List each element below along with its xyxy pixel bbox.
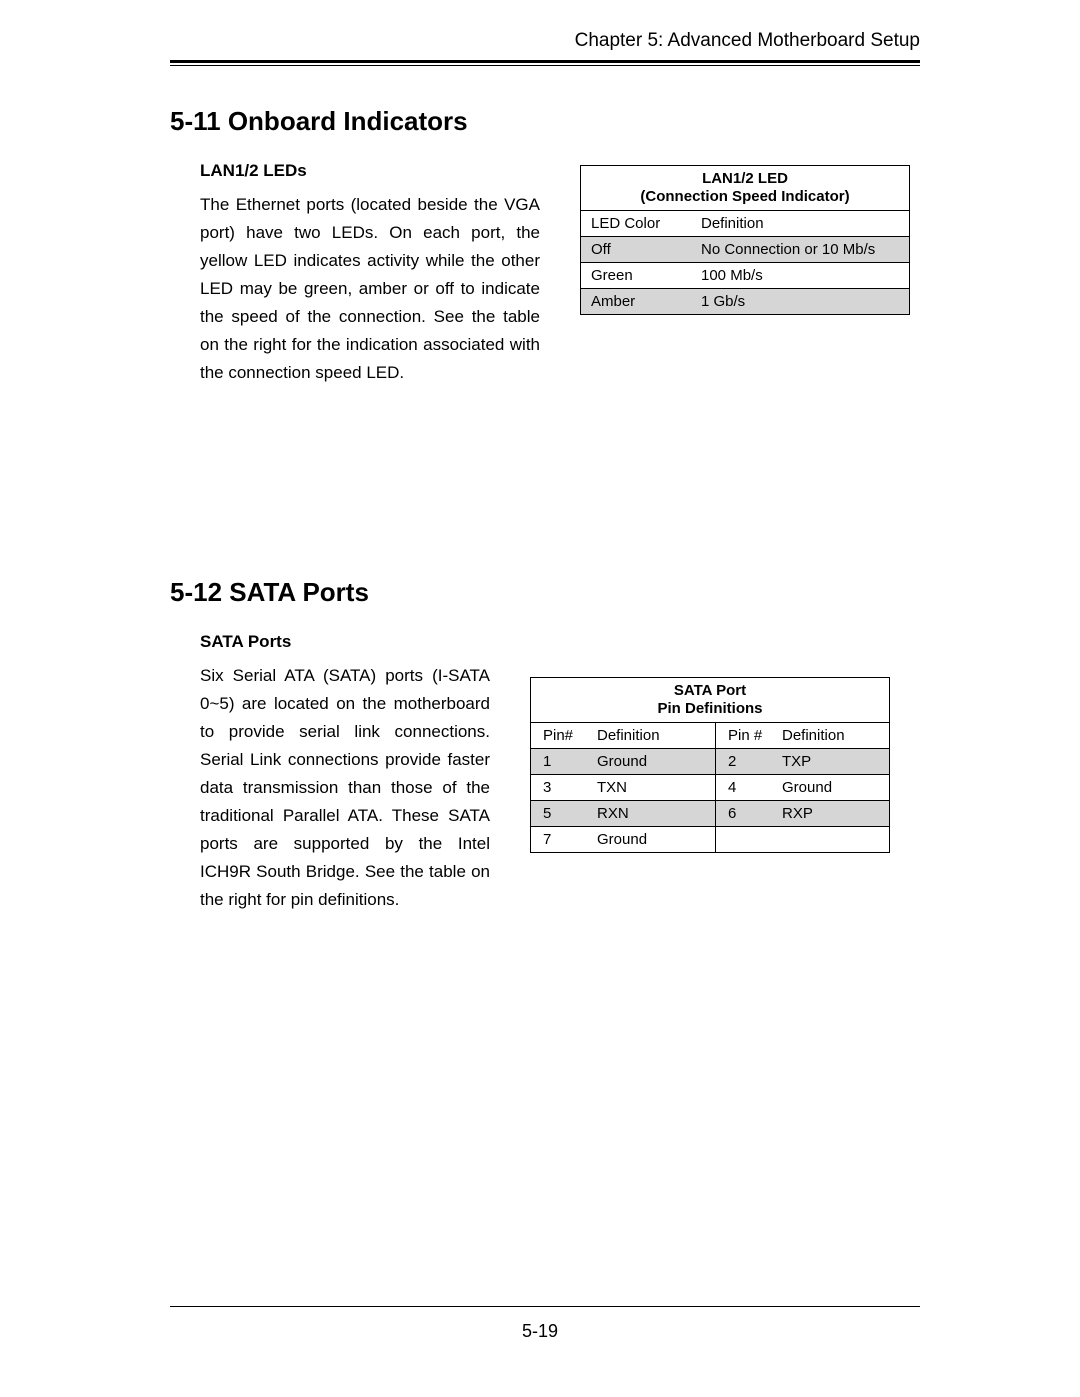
led-table-cell: 1 Gb/s [691, 289, 910, 315]
led-table-cell: No Connection or 10 Mb/s [691, 237, 910, 263]
sata-table-cell: 7 [531, 827, 590, 853]
sata-table-cell: 2 [716, 749, 775, 775]
sata-table-cell: RXN [589, 801, 716, 827]
sata-table-cell: 6 [716, 801, 775, 827]
sata-table-cell: 5 [531, 801, 590, 827]
sata-table: SATA Port Pin Definitions Pin# Definitio… [530, 677, 890, 853]
led-table-cell: Off [581, 237, 692, 263]
sata-table-h2: Definition [589, 723, 716, 749]
sata-table-cell: Ground [774, 775, 890, 801]
led-table-col2-header: Definition [691, 211, 910, 237]
sata-table-cell: 3 [531, 775, 590, 801]
sata-table-h3: Pin # [716, 723, 775, 749]
sata-table-h1: Pin# [531, 723, 590, 749]
sata-table-cell: Ground [589, 749, 716, 775]
sata-table-cell: TXP [774, 749, 890, 775]
led-table-cell: Amber [581, 289, 692, 315]
sub-heading-lan-leds: LAN1/2 LEDs [200, 161, 540, 181]
sata-table-title-line1: SATA Port [674, 682, 746, 699]
led-table-title: LAN1/2 LED (Connection Speed Indicator) [581, 166, 910, 211]
sata-table-title-line2: Pin Definitions [658, 700, 763, 717]
sata-table-cell: 4 [716, 775, 775, 801]
header-rule [170, 60, 920, 66]
led-table-cell: 100 Mb/s [691, 263, 910, 289]
sata-table-cell [716, 827, 775, 853]
page-number: 5-19 [0, 1321, 1080, 1342]
section-5-12-content: SATA Ports Six Serial ATA (SATA) ports (… [170, 632, 920, 914]
led-table-col1-header: LED Color [581, 211, 692, 237]
led-table: LAN1/2 LED (Connection Speed Indicator) … [580, 165, 910, 315]
body-text-lan-leds: The Ethernet ports (located beside the V… [200, 191, 540, 387]
led-table-title-line1: LAN1/2 LED [702, 170, 788, 187]
led-table-cell: Green [581, 263, 692, 289]
sub-heading-sata-ports: SATA Ports [200, 632, 490, 652]
led-table-title-line2: (Connection Speed Indicator) [640, 188, 849, 205]
sata-table-cell [774, 827, 890, 853]
sata-table-h4: Definition [774, 723, 890, 749]
sata-table-cell: TXN [589, 775, 716, 801]
chapter-header: Chapter 5: Advanced Motherboard Setup [170, 30, 920, 60]
sata-table-cell: RXP [774, 801, 890, 827]
body-text-sata-ports: Six Serial ATA (SATA) ports (I-SATA 0~5)… [200, 662, 490, 914]
sata-table-cell: Ground [589, 827, 716, 853]
sata-table-title: SATA Port Pin Definitions [531, 678, 890, 723]
footer-rule [170, 1306, 920, 1307]
section-heading-5-11: 5-11 Onboard Indicators [170, 106, 920, 137]
section-5-11-content: LAN1/2 LEDs The Ethernet ports (located … [170, 161, 920, 387]
section-heading-5-12: 5-12 SATA Ports [170, 577, 920, 608]
sata-table-cell: 1 [531, 749, 590, 775]
